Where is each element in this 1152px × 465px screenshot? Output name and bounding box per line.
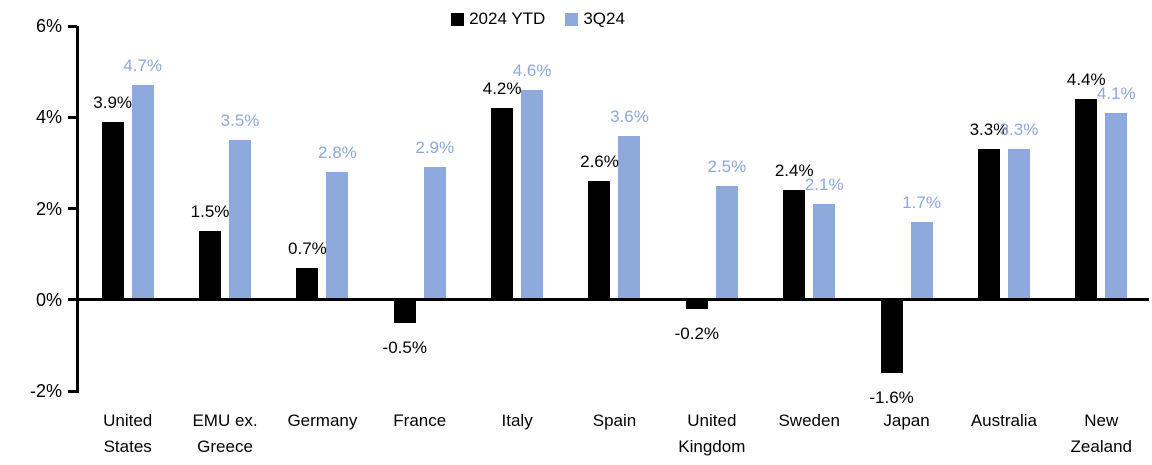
legend: 2024 YTD 3Q24: [0, 9, 1114, 29]
category-label: Japan: [883, 411, 930, 430]
value-label: 3.5%: [220, 111, 260, 131]
value-label: 3.6%: [610, 106, 649, 126]
category-label: Australia: [970, 411, 1037, 430]
bar-2024-ytd: [491, 108, 514, 300]
bar-2024-ytd: [977, 149, 1000, 300]
value-label: 1.7%: [902, 193, 941, 213]
bar-3q24: [326, 172, 349, 300]
bar-group: -0.5% 2.9%: [371, 26, 468, 391]
bar-2024-ytd: [199, 231, 222, 300]
value-label: -0.2%: [674, 323, 720, 343]
bar-2024-ytd: [393, 299, 416, 323]
value-label: 2.8%: [318, 143, 357, 162]
bar-group: 3.3% 3.3%: [955, 26, 1052, 391]
bar-3q24: [910, 222, 933, 300]
value-label: 2.1%: [804, 174, 844, 194]
y-axis-tick-mark: [68, 389, 77, 393]
value-label: 4.7%: [123, 56, 163, 76]
zero-baseline: [76, 298, 1149, 301]
value-label: 4.1%: [1096, 83, 1136, 103]
bar-3q24: [521, 89, 544, 300]
bar-3q24: [715, 185, 738, 300]
value-label: 4.4%: [1066, 70, 1106, 89]
y-axis-tick-mark: [68, 115, 77, 119]
category-label: New Zealand: [1070, 411, 1132, 456]
category-label: France: [393, 411, 447, 430]
category-label: Germany: [287, 411, 358, 430]
bar-2024-ytd: [783, 190, 806, 300]
bar-2024-ytd: [685, 299, 708, 309]
value-label: 2.9%: [415, 138, 455, 158]
bar-3q24: [813, 203, 836, 300]
bar-group: 1.5% 3.5%: [176, 26, 273, 391]
y-axis-tick-label: 4%: [35, 107, 62, 128]
bar-3q24: [618, 135, 641, 300]
bar-group: 3.9% 4.7%: [79, 26, 176, 391]
bar-3q24: [1007, 149, 1030, 300]
y-axis-tick-label: -2%: [29, 381, 62, 401]
bar-group: 4.4% 4.1%: [1053, 26, 1150, 391]
value-label: 2.4%: [774, 161, 814, 181]
bar-3q24: [1105, 112, 1128, 300]
category-label: United States: [103, 411, 153, 456]
value-label: 3.3%: [999, 120, 1039, 140]
value-label: 2.6%: [580, 152, 619, 172]
legend-label-3q24: 3Q24: [583, 9, 625, 28]
category-label: Spain: [592, 411, 637, 430]
legend-swatch-2024-ytd: [451, 12, 465, 26]
y-axis-tick-label: 6%: [35, 16, 62, 36]
bar-3q24: [423, 167, 446, 300]
bar-2024-ytd: [296, 267, 319, 300]
value-label: 4.6%: [512, 60, 552, 80]
category-label: Sweden: [778, 411, 840, 430]
value-label: 3.9%: [93, 92, 133, 112]
y-axis-tick-mark: [68, 24, 77, 28]
plot-area: 3.9% 4.7% 1.5% 3.5% 0.7% 2.8% -0.5% 2.9% 4.2% 4.6…: [79, 26, 1150, 407]
legend-item-3q24: 3Q24: [565, 9, 625, 29]
y-axis-tick-label: 0%: [35, 289, 62, 310]
category-label: EMU ex. Greece: [192, 411, 258, 456]
category-label: Italy: [501, 411, 533, 430]
legend-swatch-3q24: [565, 12, 579, 26]
y-axis-tick-mark: [68, 207, 77, 210]
bar-2024-ytd: [101, 121, 124, 300]
bar-3q24: [131, 85, 154, 300]
bar-2024-ytd: [588, 181, 611, 300]
bar-2024-ytd: [1075, 99, 1098, 300]
x-axis-labels: United States EMU ex. Greece Germany France…: [79, 408, 1150, 460]
value-label: 4.2%: [482, 79, 522, 99]
bar-group: 4.2% 4.6%: [468, 26, 565, 391]
bar-group: 2.4% 2.1%: [761, 26, 858, 391]
bar-2024-ytd: [880, 299, 903, 373]
legend-item-2024-ytd: 2024 YTD: [451, 9, 545, 29]
y-axis-tick-label: 2%: [35, 198, 62, 219]
value-label: 0.7%: [288, 238, 327, 258]
value-label: -0.5%: [382, 337, 427, 357]
value-label: -1.6%: [869, 387, 914, 407]
bar-group: 2.6% 3.6%: [566, 26, 663, 391]
value-label: 2.5%: [707, 156, 747, 176]
category-label: United Kingdom: [678, 411, 746, 456]
bar-3q24: [229, 140, 252, 300]
legend-label-2024-ytd: 2024 YTD: [469, 9, 546, 28]
bar-group: -0.2% 2.5%: [663, 26, 760, 391]
bar-group: -1.6% 1.7%: [858, 26, 955, 407]
value-label: 1.5%: [190, 202, 230, 222]
y-axis-line: [76, 26, 79, 393]
bar-group: 0.7% 2.8%: [274, 26, 371, 391]
value-label: 3.3%: [969, 120, 1009, 140]
y-axis-tick-mark: [68, 298, 77, 302]
